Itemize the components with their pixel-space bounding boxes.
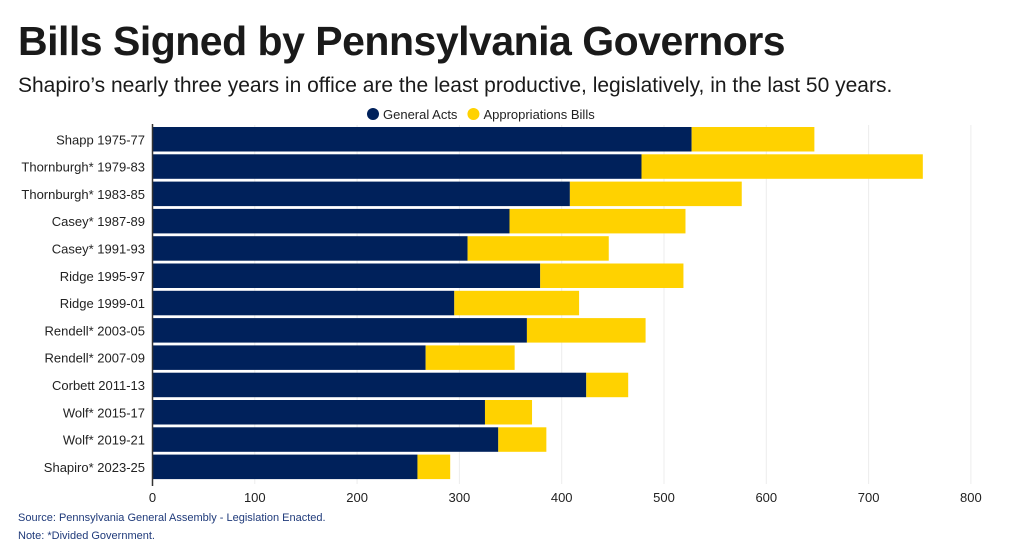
x-tick-label: 100 (244, 490, 266, 505)
category-label: Casey* 1991-93 (52, 241, 145, 256)
bar-appropriations-bills (454, 290, 580, 316)
bar-appropriations-bills (540, 263, 684, 288)
bar-appropriations-bills (586, 372, 629, 398)
bar-appropriations-bills (569, 181, 742, 207)
bar-appropriations-bills (467, 236, 609, 261)
divided-government-note: Note: *Divided Government. (18, 530, 155, 542)
bar-appropriations-bills (498, 427, 547, 452)
bar-general-acts (152, 181, 570, 207)
bar-appropriations-bills (691, 127, 815, 152)
legend-label: General Acts (383, 107, 458, 122)
bar-general-acts (152, 454, 418, 480)
source-note: Source: Pennsylvania General Assembly - … (18, 512, 326, 524)
category-label: Rendell* 2003-05 (45, 323, 145, 338)
legend-marker (367, 108, 379, 120)
chart-subtitle: Shapiro’s nearly three years in office a… (18, 74, 893, 97)
x-tick-label: 0 (149, 490, 156, 505)
category-label: Thornburgh* 1983-85 (21, 187, 145, 202)
x-tick-label: 700 (858, 490, 880, 505)
category-label: Rendell* 2007-09 (45, 351, 145, 366)
bar-general-acts (152, 263, 541, 288)
category-label: Wolf* 2015-17 (63, 405, 145, 420)
bar-general-acts (152, 154, 642, 179)
x-tick-label: 600 (755, 490, 777, 505)
x-tick-label: 200 (346, 490, 368, 505)
category-label: Corbett 2011-13 (52, 378, 145, 393)
category-label: Thornburgh* 1979-83 (21, 160, 145, 175)
x-tick-label: 300 (449, 490, 471, 505)
bar-general-acts (152, 400, 485, 425)
bar-appropriations-bills (509, 208, 686, 234)
bar-appropriations-bills (484, 400, 533, 425)
bar-appropriations-bills (526, 318, 646, 343)
bar-general-acts (152, 290, 455, 316)
legend-marker (467, 108, 480, 120)
x-tick-label: 800 (960, 490, 982, 505)
legend-label: Appropriations Bills (483, 107, 595, 122)
chart-title: Bills Signed by Pennsylvania Governors (18, 18, 786, 64)
bar-general-acts (152, 427, 499, 452)
category-label: Ridge 1999-01 (60, 296, 145, 311)
bar-general-acts (152, 345, 426, 370)
bar-general-acts (152, 372, 587, 398)
bar-general-acts (152, 127, 692, 152)
bar-general-acts (152, 318, 527, 343)
bar-appropriations-bills (425, 345, 515, 370)
category-label: Ridge 1995-97 (60, 269, 145, 284)
bar-appropriations-bills (641, 154, 923, 179)
category-label: Shapiro* 2023-25 (44, 460, 145, 475)
category-label: Shapp 1975-77 (56, 132, 145, 147)
category-label: Wolf* 2019-21 (63, 433, 145, 448)
x-tick-label: 400 (551, 490, 573, 505)
bar-appropriations-bills (417, 454, 451, 480)
category-label: Casey* 1987-89 (52, 214, 145, 229)
bar-general-acts (152, 236, 468, 261)
bar-general-acts (152, 208, 510, 234)
x-tick-label: 500 (653, 490, 675, 505)
